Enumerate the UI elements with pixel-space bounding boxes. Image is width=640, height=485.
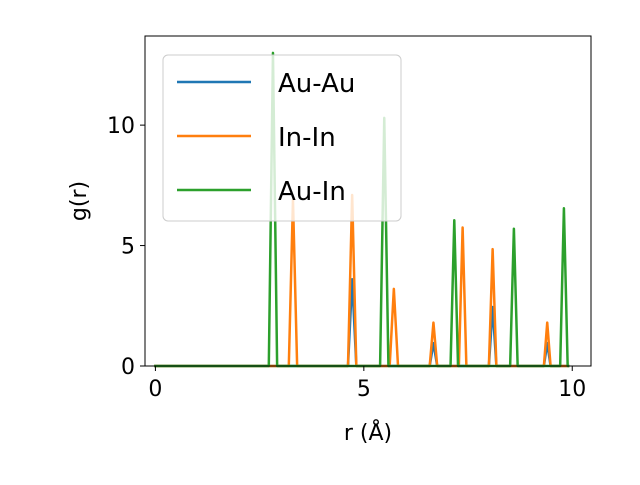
x-axis-label: r (Å) [344,419,392,446]
series-line-au-in [154,51,570,368]
legend-box [162,54,402,222]
axes-frame [144,35,592,367]
legend-label-au-au: Au-Au [278,69,355,99]
y-tick-label: 5 [121,235,135,260]
x-tick-label: 5 [357,377,371,402]
y-tick-label: 0 [121,355,135,380]
legend-label-au-in: Au-In [278,177,346,207]
x-tick-label: 10 [558,377,586,402]
y-tick-label: 10 [107,114,135,139]
legend-label-in-in: In-In [278,123,336,153]
x-axis-ticks: 0 5 10 [148,366,586,402]
y-axis-ticks: 0 5 10 [107,114,145,380]
legend: Au-Au In-In Au-In [162,54,402,222]
x-tick-label: 0 [148,377,162,402]
y-axis-label: g(r) [67,181,92,221]
